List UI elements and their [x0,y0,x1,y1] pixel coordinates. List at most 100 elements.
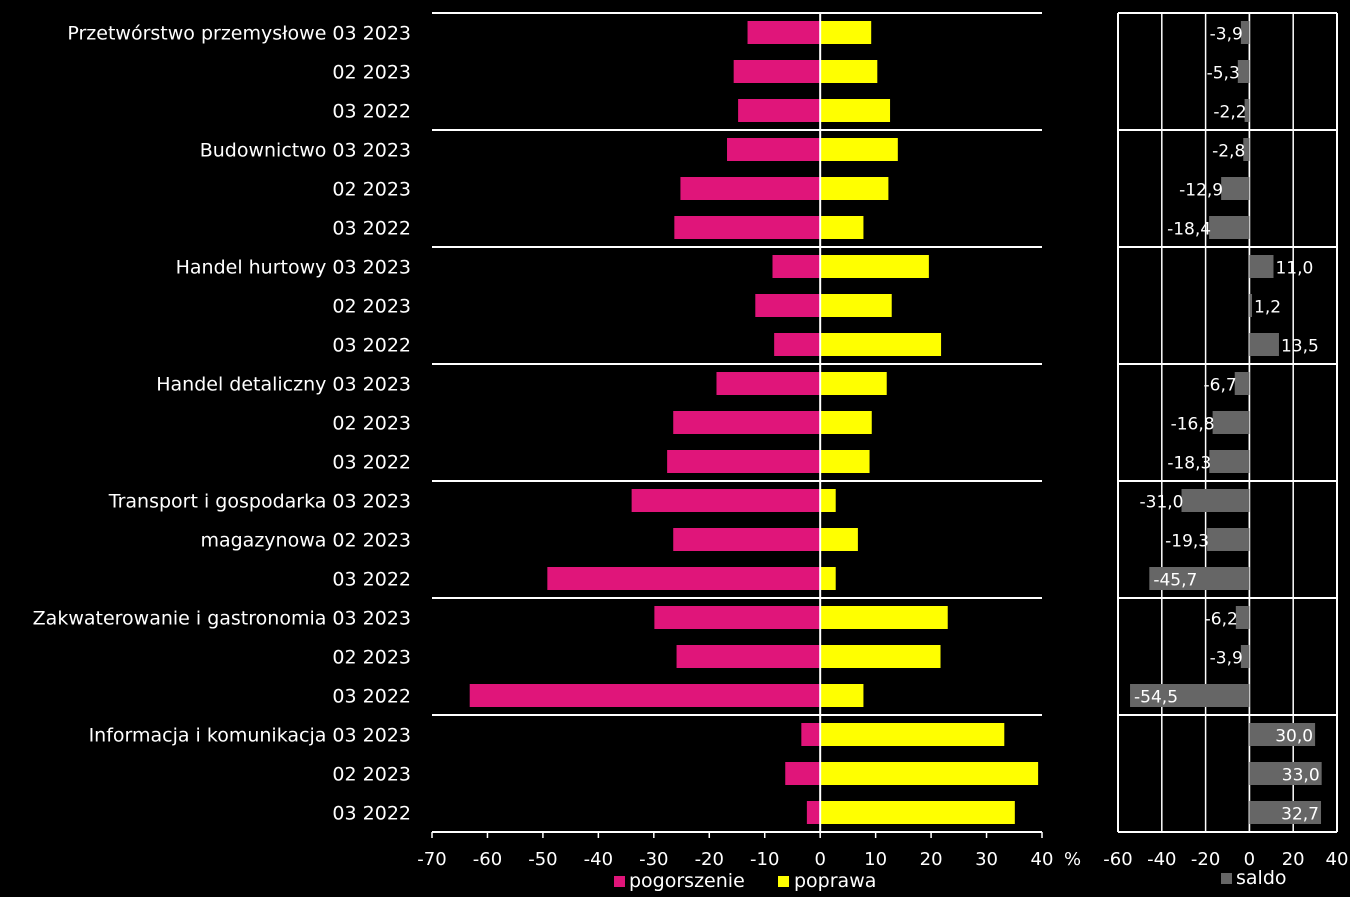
saldo-data-label: -12,9 [1179,181,1223,201]
saldo-chart-x-axis: -60 -40 -20 0 20 40 [1103,831,1348,870]
x-tick-label: 0 [814,849,825,870]
saldo-data-label: -3,9 [1210,25,1243,45]
bar-poprawa [820,60,878,83]
saldo-data-label: -2,8 [1212,142,1245,162]
category-label: Transport i gospodarka 03 2023 [108,491,411,513]
bar-saldo [1249,723,1316,746]
category-label: 03 2022 [332,218,411,240]
x-axis-unit: % [1064,849,1081,870]
category-label: 02 2023 [332,764,411,786]
bar-pogorszenie [801,723,821,746]
category-label: 03 2022 [332,569,411,591]
bar-poprawa [820,294,892,317]
bar-saldo [1221,177,1250,200]
category-label: magazynowa 02 2023 [200,530,411,552]
bar-saldo [1249,255,1274,278]
bar-poprawa [820,567,836,590]
bar-saldo [1240,645,1250,668]
x-tick-label: 30 [975,849,998,870]
saldo-data-label: -19,3 [1165,532,1209,552]
bar-pogorszenie [654,606,821,629]
category-label: 03 2022 [332,803,411,825]
bar-pogorszenie [755,294,821,317]
bar-saldo [1235,606,1250,629]
bar-poprawa [820,99,891,122]
saldo-data-label: -54,5 [1134,688,1178,708]
saldo-x-tick-label: -60 [1103,849,1132,870]
saldo-data-label: -31,0 [1140,493,1184,513]
bar-pogorszenie [733,60,821,83]
category-label: Zakwaterowanie i gastronomia 03 2023 [33,608,411,630]
x-tick-label: 10 [864,849,887,870]
bar-saldo [1249,801,1322,824]
bar-poprawa [820,372,887,395]
bar-pogorszenie [785,762,821,785]
category-label: 03 2022 [332,335,411,357]
saldo-data-label: -5,3 [1207,64,1240,84]
saldo-x-tick-label: -20 [1191,849,1220,870]
saldo-x-tick-label: -40 [1147,849,1176,870]
category-label: 03 2022 [332,101,411,123]
bar-saldo [1249,294,1253,317]
x-tick-label: -50 [528,849,557,870]
bar-pogorszenie [674,216,821,239]
bar-pogorszenie [469,684,821,707]
bar-poprawa [820,21,872,44]
saldo-data-label: -18,3 [1167,454,1211,474]
bar-saldo [1244,99,1250,122]
saldo-data-label: 13,5 [1281,337,1319,357]
x-tick-label: -10 [750,849,779,870]
main-chart-bars [469,13,1039,832]
x-tick-label: -40 [584,849,613,870]
bar-pogorszenie [747,21,821,44]
legend-swatch-poprawa [778,876,789,887]
bar-pogorszenie [676,645,821,668]
x-tick-label: -60 [473,849,502,870]
bar-pogorszenie [673,411,821,434]
x-tick-label: -70 [417,849,446,870]
bar-saldo [1243,138,1250,161]
saldo-data-label: -6,7 [1204,376,1237,396]
bar-pogorszenie [547,567,821,590]
bar-saldo [1249,762,1322,785]
saldo-data-label: 32,7 [1281,805,1319,825]
bar-poprawa [820,684,864,707]
saldo-data-label: -45,7 [1153,571,1197,591]
saldo-chart-bars: -3,9 -5,3 -2,2 -2,8 -12,9 -18,4 11,0 1,213,5 -6,… [1130,21,1322,825]
category-label: 02 2023 [332,647,411,669]
bar-saldo [1249,333,1279,356]
saldo-data-label: 1,2 [1254,298,1281,318]
bar-saldo [1212,411,1250,434]
bar-pogorszenie [772,255,821,278]
category-label: 02 2023 [332,413,411,435]
bar-saldo [1209,450,1250,473]
saldo-x-tick-label: 20 [1282,849,1305,870]
x-tick-label: 20 [920,849,943,870]
bar-saldo [1240,21,1250,44]
bar-pogorszenie [716,372,821,395]
bar-saldo [1181,489,1250,512]
legend: pogorszenie poprawa saldo [614,867,1287,892]
bar-poprawa [820,801,1015,824]
bar-poprawa [820,255,929,278]
saldo-data-label: 11,0 [1275,259,1313,279]
bar-saldo [1237,60,1250,83]
bar-poprawa [820,606,948,629]
bar-pogorszenie [673,528,821,551]
saldo-data-label: -16,8 [1171,415,1215,435]
bar-poprawa [820,411,872,434]
bar-pogorszenie [667,450,821,473]
bar-poprawa [820,528,858,551]
category-label: Budownictwo 03 2023 [200,140,411,162]
legend-swatch-saldo [1221,873,1232,884]
saldo-data-label: -3,9 [1210,649,1243,669]
category-label: Informacja i komunikacja 03 2023 [89,725,411,747]
bar-saldo [1234,372,1250,395]
category-label: 02 2023 [332,62,411,84]
bar-saldo [1207,528,1250,551]
legend-swatch-pogorszenie [614,876,625,887]
legend-label-poprawa: poprawa [794,870,876,892]
bar-poprawa [820,177,889,200]
bar-pogorszenie [738,99,821,122]
